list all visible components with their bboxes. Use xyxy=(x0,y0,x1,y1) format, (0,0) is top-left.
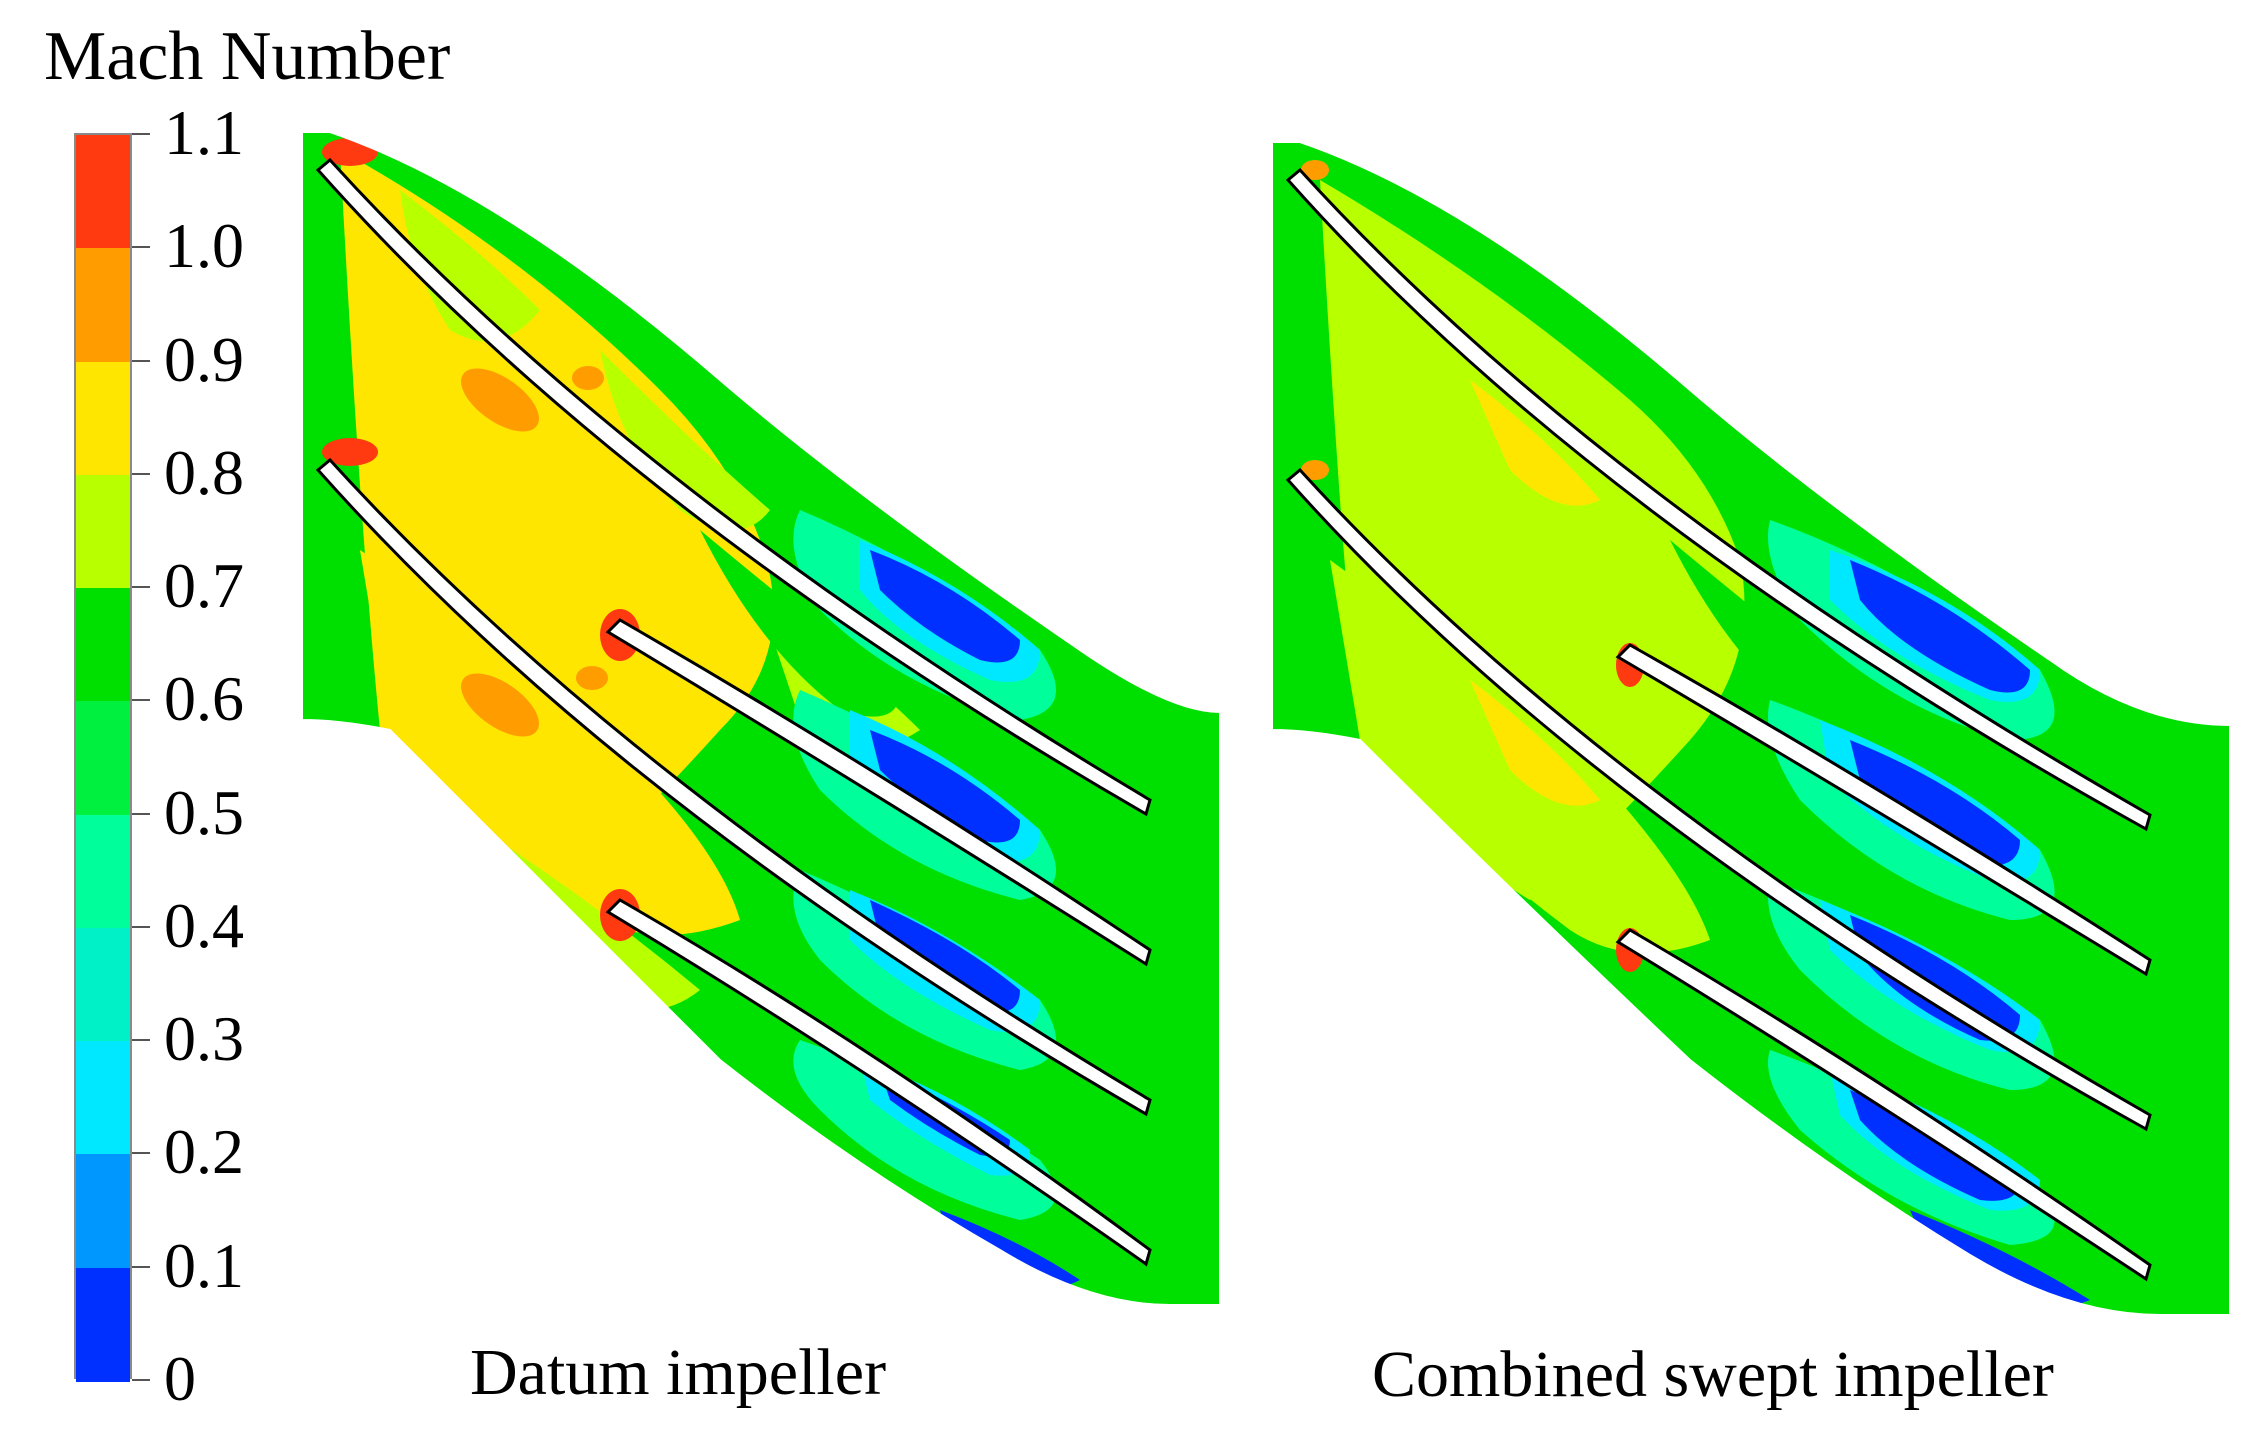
colorbar-tick-label: 0.4 xyxy=(164,889,244,961)
colorbar-band xyxy=(76,701,130,816)
colorbar-tick xyxy=(132,1265,150,1268)
colorbar-band xyxy=(76,361,130,476)
colorbar-tick xyxy=(132,1039,150,1042)
colorbar-tick-label: 1.1 xyxy=(164,97,244,168)
colorbar-tick xyxy=(132,699,150,702)
colorbar-band xyxy=(76,474,130,590)
colorbar-tick-label: 0 xyxy=(164,1343,196,1414)
datum-impeller-contour xyxy=(301,131,1221,1306)
colorbar-band xyxy=(76,588,130,703)
colorbar-tick-label: 0.5 xyxy=(164,776,244,848)
colorbar-tick-label: 0.7 xyxy=(164,550,244,622)
combined-swept-impeller-contour xyxy=(1271,141,2230,1316)
colorbar-tick xyxy=(132,925,150,928)
colorbar-band xyxy=(76,248,130,363)
colorbar-tick xyxy=(132,472,150,475)
colorbar-band xyxy=(76,1267,130,1382)
colorbar-tick-label: 0.3 xyxy=(164,1003,244,1075)
colorbar-tick xyxy=(132,1152,150,1155)
mach-colorbar xyxy=(74,133,132,1382)
colorbar-tick-label: 0.6 xyxy=(164,663,244,735)
colorbar-band xyxy=(76,135,130,250)
colorbar-band xyxy=(76,1041,130,1156)
colorbar-tick-label: 1.0 xyxy=(164,210,244,282)
colorbar-tick xyxy=(132,812,150,815)
colorbar-tick xyxy=(132,133,150,135)
colorbar-band xyxy=(76,927,130,1043)
colorbar-tick xyxy=(132,1379,150,1381)
colorbar-tick xyxy=(132,246,150,249)
colorbar-band xyxy=(76,1154,130,1269)
combined-swept-impeller-caption: Combined swept impeller xyxy=(1372,1338,2054,1411)
colorbar-tick-label: 0.2 xyxy=(164,1116,244,1188)
datum-impeller-caption: Datum impeller xyxy=(470,1336,887,1409)
legend-title: Mach Number xyxy=(44,18,451,95)
colorbar-tick-label: 0.1 xyxy=(164,1229,244,1301)
colorbar-band xyxy=(76,814,130,929)
colorbar-tick xyxy=(132,359,150,362)
colorbar-tick-label: 0.9 xyxy=(164,323,244,395)
colorbar-tick-label: 0.8 xyxy=(164,436,244,508)
colorbar-tick xyxy=(132,586,150,589)
